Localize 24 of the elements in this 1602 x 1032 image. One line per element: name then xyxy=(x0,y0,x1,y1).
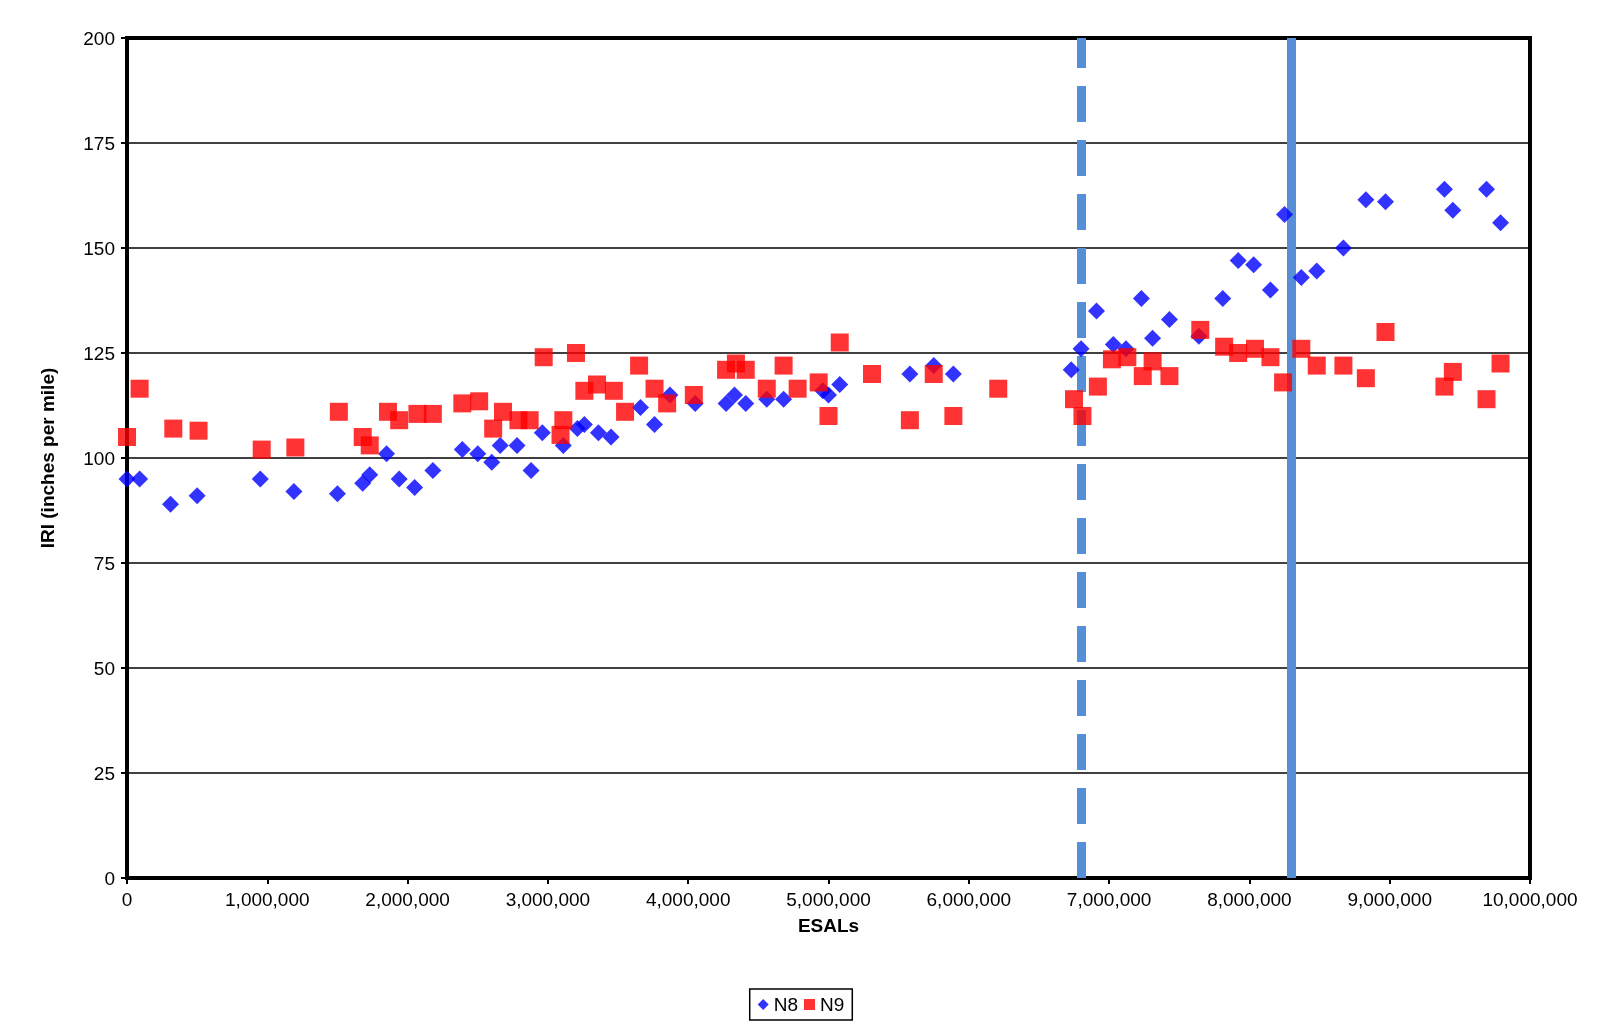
x-tick-label: 0 xyxy=(121,889,133,910)
y-tick-label: 100 xyxy=(83,447,115,469)
x-tick-label: 9,000,000 xyxy=(1347,889,1432,910)
y-tick-label: 0 xyxy=(104,867,115,889)
y-tick-label: 175 xyxy=(83,132,115,154)
y-tick-label: 200 xyxy=(83,27,115,49)
x-tick-label: 4,000,000 xyxy=(645,889,731,910)
x-tick-label: 3,000,000 xyxy=(505,889,591,910)
x-tick-label: 5,000,000 xyxy=(786,889,871,910)
y-axis-title: IRI (inches per mile) xyxy=(37,367,58,549)
x-tick-label: 1,000,000 xyxy=(225,889,310,910)
legend-label: N9 xyxy=(820,994,845,1015)
y-tick-label: 125 xyxy=(83,342,115,364)
x-tick-label: 6,000,000 xyxy=(926,889,1012,910)
y-tick-label: 50 xyxy=(93,657,115,679)
x-tick-label: 8,000,000 xyxy=(1207,889,1292,910)
x-axis-title: ESALs xyxy=(797,915,860,936)
x-tick-label: 10,000,000 xyxy=(1482,889,1578,910)
y-tick-label: 75 xyxy=(93,552,115,574)
legend-label: N8 xyxy=(773,994,799,1015)
y-tick-label: 25 xyxy=(93,762,115,784)
x-tick-label: 7,000,000 xyxy=(1066,889,1152,910)
y-tick-label: 150 xyxy=(83,237,115,259)
x-tick-label: 2,000,000 xyxy=(365,889,450,910)
